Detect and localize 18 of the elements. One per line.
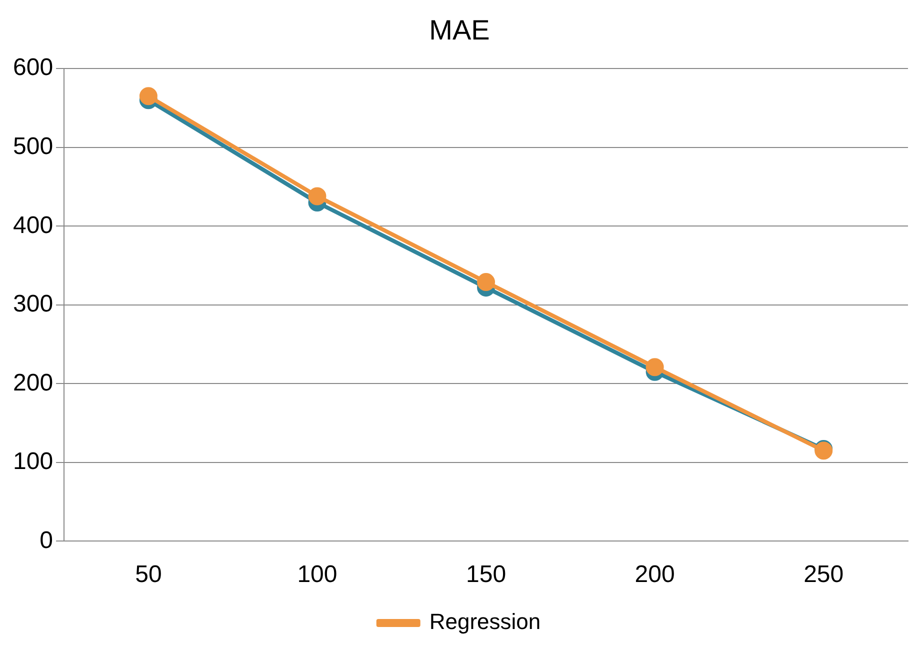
x-tick-label: 50 [135,561,162,588]
point [477,273,496,292]
legend-label: Regression [429,609,541,634]
x-tick-label: 200 [634,561,675,588]
y-tick-label: 500 [12,132,54,160]
x-tick-label: 100 [297,561,338,588]
y-tick-label: 100 [12,448,54,476]
y-tick-label: 300 [12,290,54,318]
y-tick-label: 400 [12,212,54,239]
chart-title: MAE [429,14,490,46]
y-tick-label: 600 [12,54,54,82]
point [308,187,326,206]
x-tick-label: 150 [466,561,506,588]
y-tick-label: 0 [40,526,54,554]
x-tick-label: 250 [804,561,844,588]
y-tick-label: 200 [12,369,54,396]
point [139,87,158,106]
point [646,358,664,376]
